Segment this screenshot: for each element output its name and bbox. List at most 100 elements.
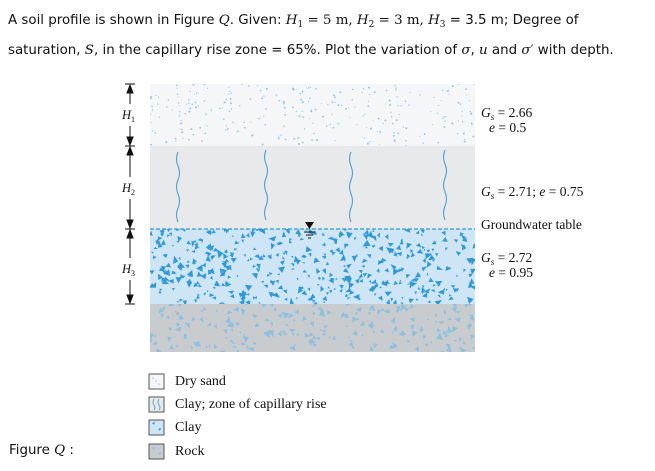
legend-swatch-rock (148, 443, 165, 460)
soil-particle (281, 330, 285, 334)
sand-grain (457, 101, 460, 104)
soil-particle (401, 330, 407, 336)
soil-particle (291, 332, 295, 336)
sand-grain (297, 137, 300, 139)
soil-particle (222, 302, 225, 304)
sand-grain (308, 118, 310, 120)
sand-grain (393, 131, 395, 134)
soil-particle (196, 271, 203, 277)
soil-particle (191, 249, 195, 253)
soil-particle (356, 307, 362, 313)
soil-particle (165, 315, 170, 320)
soil-particle (453, 239, 458, 243)
soil-particle (345, 293, 349, 298)
sand-grain (395, 119, 398, 122)
sand-grain (397, 132, 400, 135)
sand-grain (283, 102, 286, 105)
soil-particle (199, 238, 204, 244)
sand-grain (367, 105, 370, 108)
soil-particle (311, 340, 315, 345)
soil-particle (152, 282, 156, 288)
soil-particle (224, 258, 230, 263)
soil-particle (285, 229, 290, 235)
sand-grain (334, 101, 336, 103)
sand-grain (151, 130, 154, 132)
soil-particle (381, 307, 385, 312)
soil-particle (214, 324, 217, 329)
sand-grain (165, 141, 168, 144)
h3-value: = 3.5 m; Degree of (445, 13, 579, 28)
sand-grain (312, 122, 314, 124)
soil-particle (270, 280, 276, 286)
soil-particle (339, 284, 344, 289)
sand-grain (300, 98, 303, 101)
soil-particle (225, 280, 232, 287)
dim-label-h3: H3 (122, 262, 136, 278)
sand-grain (188, 102, 190, 105)
sand-grain (405, 139, 407, 142)
sand-grain (306, 87, 308, 89)
soil-particle (150, 270, 155, 275)
soil-particle (469, 314, 475, 321)
soil-particle (418, 328, 424, 333)
soil-particle (322, 232, 325, 236)
legend-item-clay: Clay (175, 419, 201, 437)
sand-grain (256, 85, 258, 87)
soil-particle (421, 233, 424, 236)
soil-particle (313, 257, 319, 264)
soil-particle (432, 259, 435, 262)
soil-particle (458, 337, 463, 342)
soil-particle (441, 231, 446, 236)
soil-particle (392, 332, 394, 335)
soil-particle (331, 237, 338, 245)
sand-grain (278, 135, 280, 137)
sand-grain (405, 127, 408, 130)
soil-particle (268, 291, 275, 298)
soil-particle (378, 245, 383, 252)
soil-particle (186, 260, 190, 263)
soil-particle (369, 346, 374, 351)
sand-grain (311, 139, 314, 142)
sand-grain (373, 91, 376, 94)
soil-particle (199, 317, 204, 323)
sand-grain (150, 121, 152, 123)
sand-grain (236, 130, 239, 133)
h2-subscript: 2 (368, 20, 375, 30)
soil-particle (396, 252, 402, 257)
sand-grain (264, 123, 267, 126)
soil-particle (224, 249, 229, 253)
soil-particle (194, 299, 198, 303)
soil-particle (324, 325, 328, 329)
soil-particle (434, 320, 438, 323)
sand-grain (171, 109, 173, 111)
soil-particle (191, 316, 196, 322)
sand-grain (397, 105, 399, 107)
soil-particle (203, 292, 207, 296)
soil-particle (176, 240, 180, 243)
soil-particle (251, 229, 255, 232)
soil-particle (288, 230, 291, 234)
sand-grain (369, 127, 372, 130)
soil-particle (429, 341, 433, 344)
sand-grain (443, 115, 446, 118)
soil-particle (227, 275, 231, 279)
sand-grain (301, 141, 304, 144)
sand-grain (390, 111, 392, 114)
soil-particle (256, 263, 261, 270)
sand-grain (398, 113, 400, 116)
sand-grain (333, 94, 336, 97)
sand-grain (441, 89, 444, 92)
soil-particle (219, 350, 226, 352)
soil-particle (420, 229, 425, 234)
soil-particle (318, 306, 323, 313)
groundwater-table-label: Groundwater table (481, 217, 582, 232)
soil-particle (343, 264, 346, 268)
sand-grain (189, 90, 191, 92)
soil-particle (467, 324, 472, 331)
sand-grain (442, 117, 444, 120)
soil-particle (386, 309, 391, 314)
soil-particle (218, 302, 222, 304)
soil-particle (224, 318, 231, 324)
soil-particle (462, 236, 468, 242)
soil-particle (380, 329, 385, 335)
